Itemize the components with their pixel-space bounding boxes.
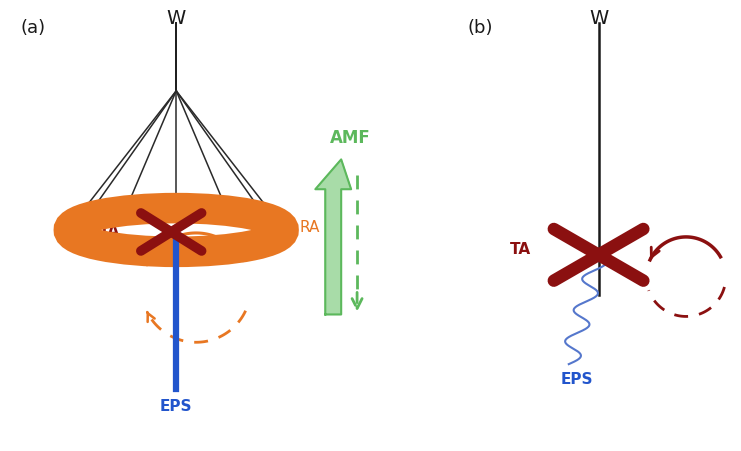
Text: EPS: EPS	[561, 372, 594, 387]
Text: TA: TA	[510, 242, 531, 258]
Text: W: W	[589, 9, 608, 28]
Text: W: W	[167, 9, 186, 28]
Polygon shape	[316, 159, 351, 314]
Text: TA: TA	[99, 225, 119, 239]
Text: AMF: AMF	[330, 129, 370, 147]
Text: EPS: EPS	[160, 399, 193, 414]
Text: (b): (b)	[468, 19, 493, 37]
Text: RA: RA	[299, 221, 320, 235]
Text: (a): (a)	[20, 19, 45, 37]
